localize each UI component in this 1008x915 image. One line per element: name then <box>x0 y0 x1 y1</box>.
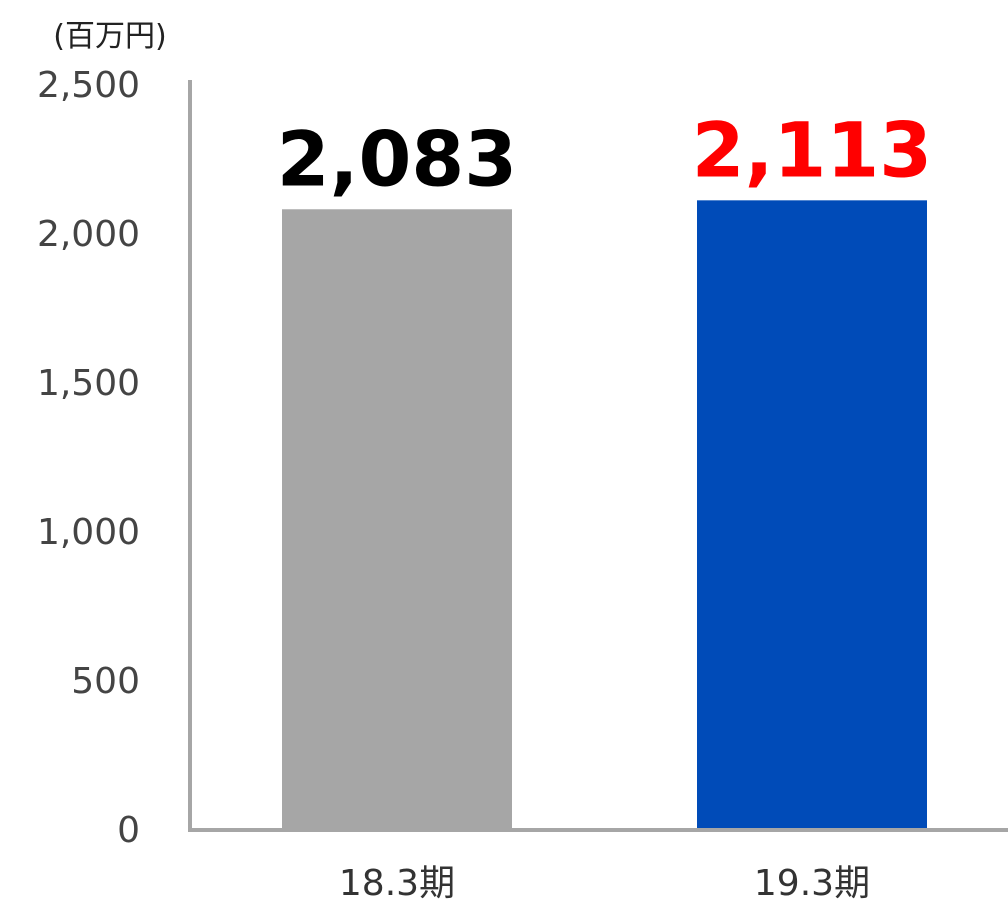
bar <box>282 209 512 831</box>
y-tick-label: 500 <box>71 661 140 702</box>
y-tick-label: 1,000 <box>37 512 140 553</box>
unit-label: (百万円) <box>53 19 166 54</box>
y-tick-label: 1,500 <box>37 363 140 404</box>
y-tick-label: 2,500 <box>37 65 140 106</box>
data-label: 2,113 <box>692 105 932 194</box>
y-tick-label: 2,000 <box>37 214 140 255</box>
y-tick-label: 0 <box>117 810 140 851</box>
bars <box>282 200 927 831</box>
x-tick-label: 18.3期 <box>339 863 455 904</box>
x-axis-labels: 18.3期 19.3期 <box>339 863 870 904</box>
value-labels: 2,083 2,113 <box>277 105 932 203</box>
x-tick-label: 19.3期 <box>754 863 870 904</box>
y-axis-ticks: 0 500 1,000 1,500 2,000 2,500 <box>37 65 140 851</box>
bar <box>697 200 927 831</box>
data-label: 2,083 <box>277 114 517 203</box>
